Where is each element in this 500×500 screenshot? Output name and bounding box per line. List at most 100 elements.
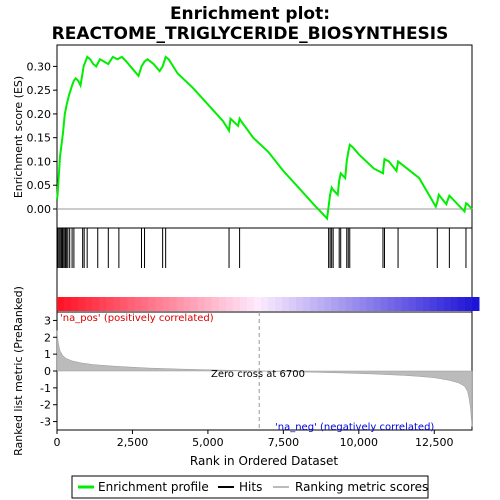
colorbar-segment [162, 297, 170, 311]
colorbar-segment [225, 297, 234, 311]
colorbar-segment [303, 297, 311, 311]
x-tick-label: 2,500 [117, 436, 149, 449]
colorbar-segment [422, 297, 431, 311]
colorbar-segment [352, 297, 360, 311]
x-tick-label: 7,500 [268, 436, 300, 449]
colorbar-segment [71, 297, 79, 311]
colorbar-segment [429, 297, 438, 311]
colorbar-segment [176, 297, 185, 311]
metric-ytick-label: 0 [44, 365, 51, 378]
colorbar-segment [408, 297, 417, 311]
colorbar-segment [127, 297, 135, 311]
zero-cross-label: Zero cross at 6700 [211, 369, 305, 380]
colorbar-segment [472, 297, 480, 311]
x-tick-label: 12,500 [415, 436, 454, 449]
metric-ytick-label: -1 [40, 382, 51, 395]
colorbar-segment [387, 297, 396, 311]
es-ytick-label: 0.25 [27, 84, 52, 97]
colorbar-segment [57, 297, 65, 311]
colorbar-segment [275, 297, 283, 311]
metric-y-axis-label: Ranked list metric (PreRanked) [12, 286, 25, 456]
colorbar-segment [253, 297, 262, 311]
legend-box [71, 475, 429, 499]
metric-ytick-label: -2 [40, 399, 51, 412]
hits-marks [57, 228, 467, 268]
x-axis-label: Rank in Ordered Dataset [190, 454, 338, 468]
colorbar-segment [246, 297, 255, 311]
colorbar-segment [331, 297, 339, 311]
chart-title-line-1: Enrichment plot: [170, 4, 330, 24]
legend-enrichment-label: Enrichment profile [98, 480, 209, 494]
colorbar-segment [134, 297, 142, 311]
colorbar-segment [113, 297, 121, 311]
rank-x-axis: 0 2,500 5,000 7,500 10,000 12,500 [54, 430, 454, 449]
colorbar-segment [155, 297, 163, 311]
colorbar-segment [64, 297, 72, 311]
colorbar-segment [296, 297, 304, 311]
colorbar-segment [443, 297, 452, 311]
colorbar-segment [465, 297, 473, 311]
colorbar-segment [106, 297, 114, 311]
legend-ranking-label: Ranking metric scores [295, 480, 428, 494]
colorbar-segment [261, 297, 269, 311]
metric-ytick-label: 2 [44, 331, 51, 344]
colorbar-segment [211, 297, 220, 311]
colorbar-segment [148, 297, 156, 311]
enrichment-profile-series [56, 55, 473, 221]
colorbar-segment [85, 297, 93, 311]
colorbar-segment [183, 297, 192, 311]
colorbar-segment [338, 297, 346, 311]
colorbar-segment [436, 297, 445, 311]
colorbar-segment [373, 297, 381, 311]
colorbar-segment [204, 297, 213, 311]
rank-colorbar [57, 297, 480, 311]
colorbar-segment [99, 297, 107, 311]
colorbar-segment [380, 297, 389, 311]
x-tick-label: 0 [54, 436, 61, 449]
es-panel-frame [56, 44, 473, 229]
colorbar-segment [289, 297, 297, 311]
x-tick-label: 10,000 [340, 436, 379, 449]
x-tick-label: 5,000 [192, 436, 224, 449]
colorbar-segment [78, 297, 86, 311]
es-ytick-label: 0.15 [27, 132, 52, 145]
colorbar-segment [366, 297, 374, 311]
colorbar-segment [345, 297, 353, 311]
colorbar-segment [268, 297, 276, 311]
chart-title-line-2: REACTOME_TRIGLYCERIDE_BIOSYNTHESIS [52, 24, 449, 44]
colorbar-segment [197, 297, 206, 311]
es-ytick-label: 0.05 [27, 179, 52, 192]
es-ytick-label: 0.30 [27, 60, 52, 73]
colorbar-segment [190, 297, 199, 311]
colorbar-segment [169, 297, 177, 311]
es-ytick-label: 0.20 [27, 108, 52, 121]
legend-hits-label: Hits [239, 480, 262, 494]
colorbar-segment [457, 297, 466, 311]
colorbar-segment [120, 297, 128, 311]
colorbar-segment [239, 297, 248, 311]
ranking-metric-area [56, 330, 473, 427]
colorbar-segment [394, 297, 403, 311]
metric-ytick-label: 3 [44, 314, 51, 327]
positive-correlation-label: 'na_pos' (positively correlated) [60, 313, 214, 324]
colorbar-segment [450, 297, 459, 311]
es-y-axis-label: Enrichment score (ES) [12, 76, 25, 198]
ranking-metric-series [56, 330, 473, 427]
colorbar-segment [317, 297, 325, 311]
es-y-axis: 0.00 0.05 0.10 0.15 0.20 0.25 0.30 [27, 60, 57, 216]
es-ytick-label: 0.00 [27, 203, 52, 216]
colorbar-segment [310, 297, 318, 311]
colorbar-segment [282, 297, 290, 311]
colorbar-segment [324, 297, 332, 311]
colorbar-segment [141, 297, 149, 311]
enrichment-profile-line [56, 55, 473, 221]
colorbar-segment [359, 297, 367, 311]
es-ytick-label: 0.10 [27, 155, 52, 168]
negative-correlation-label: 'na_neg' (negatively correlated) [275, 422, 434, 433]
colorbar-segment [401, 297, 410, 311]
metric-ytick-label: 1 [44, 348, 51, 361]
colorbar-segment [415, 297, 424, 311]
colorbar-segment [232, 297, 241, 311]
metric-ytick-label: -3 [40, 416, 51, 429]
